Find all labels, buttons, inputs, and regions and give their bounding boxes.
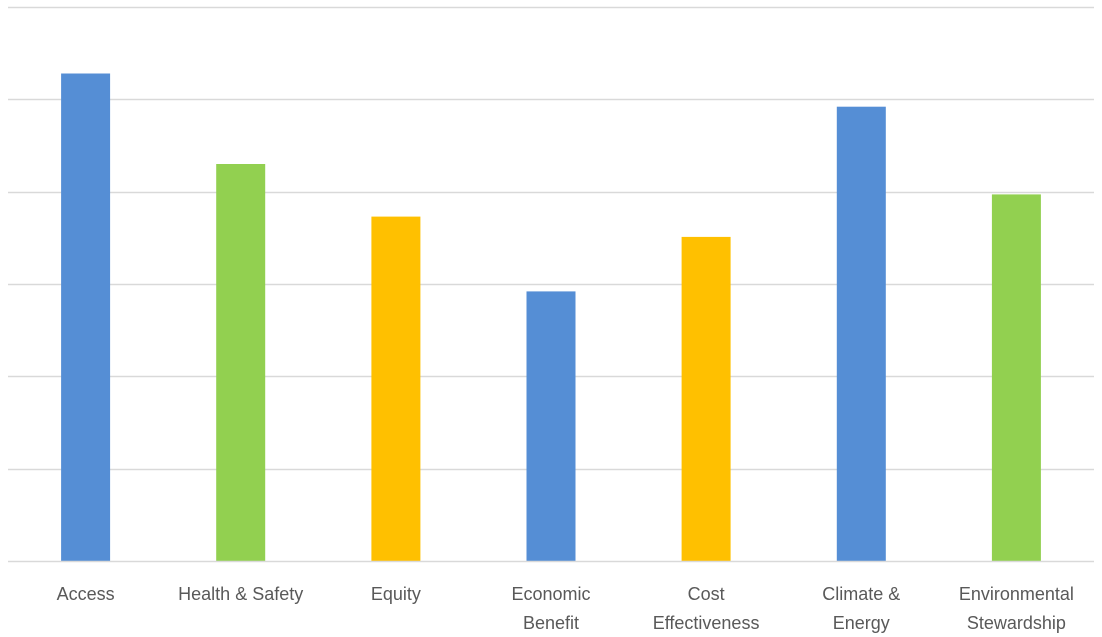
x-tick-label: Access [57,584,115,604]
bar [681,236,731,561]
x-tick-label: Environmental [959,584,1074,604]
x-tick-label: Energy [833,613,890,633]
bar [371,216,421,561]
gridlines [8,6,1094,471]
bars [61,73,1041,561]
x-tick-label: Stewardship [967,613,1066,633]
bar [216,164,266,561]
x-tick-label: Benefit [523,613,579,633]
x-tick-label: Equity [371,584,421,604]
x-tick-label: Climate & [822,584,900,604]
bar [61,73,111,561]
bar [836,106,886,561]
bar [991,194,1041,561]
x-tick-labels: Access Health & Safety Equity Economic Benef… [57,584,1074,633]
x-tick-label: Effectiveness [653,613,760,633]
x-tick-label: Economic [511,584,590,604]
x-tick-label: Cost [688,584,725,604]
x-tick-label: Health & Safety [178,584,303,604]
bar [526,291,576,561]
